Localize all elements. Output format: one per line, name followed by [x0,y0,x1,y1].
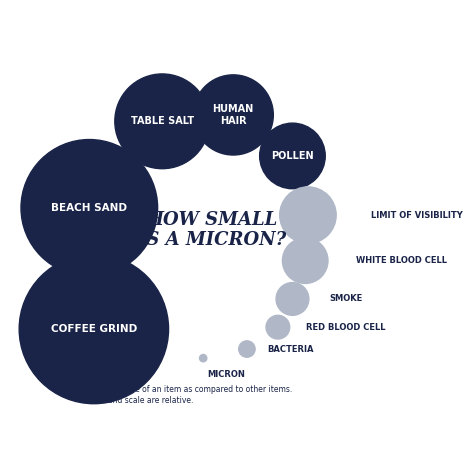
Circle shape [280,187,336,243]
Circle shape [260,123,325,189]
Text: SMOKE: SMOKE [330,294,363,303]
Circle shape [115,74,210,169]
Text: BEACH SAND: BEACH SAND [51,203,128,213]
Text: HUMAN
HAIR: HUMAN HAIR [213,104,254,126]
Text: BACTERIA: BACTERIA [267,345,313,354]
Circle shape [266,315,290,339]
Circle shape [200,355,207,362]
Circle shape [283,238,328,283]
Text: WHITE BLOOD CELL: WHITE BLOOD CELL [356,256,447,265]
Circle shape [193,75,273,155]
Text: RED BLOOD CELL: RED BLOOD CELL [306,323,386,332]
Circle shape [19,255,169,404]
Text: * Relative size of an item as compared to other items.
  Size and scale are rela: * Relative size of an item as compared t… [85,385,292,405]
Text: HOW SMALL: HOW SMALL [146,210,278,228]
Text: COFFEE GRIND: COFFEE GRIND [51,324,137,334]
Circle shape [21,139,158,276]
Circle shape [276,283,309,315]
Circle shape [239,341,255,357]
Text: TABLE SALT: TABLE SALT [131,116,194,126]
Text: MICRON: MICRON [207,370,245,379]
Text: LIMIT OF VISIBILITY: LIMIT OF VISIBILITY [371,210,463,219]
Text: POLLEN: POLLEN [271,151,314,161]
Text: IS A MICRON?: IS A MICRON? [138,231,286,249]
